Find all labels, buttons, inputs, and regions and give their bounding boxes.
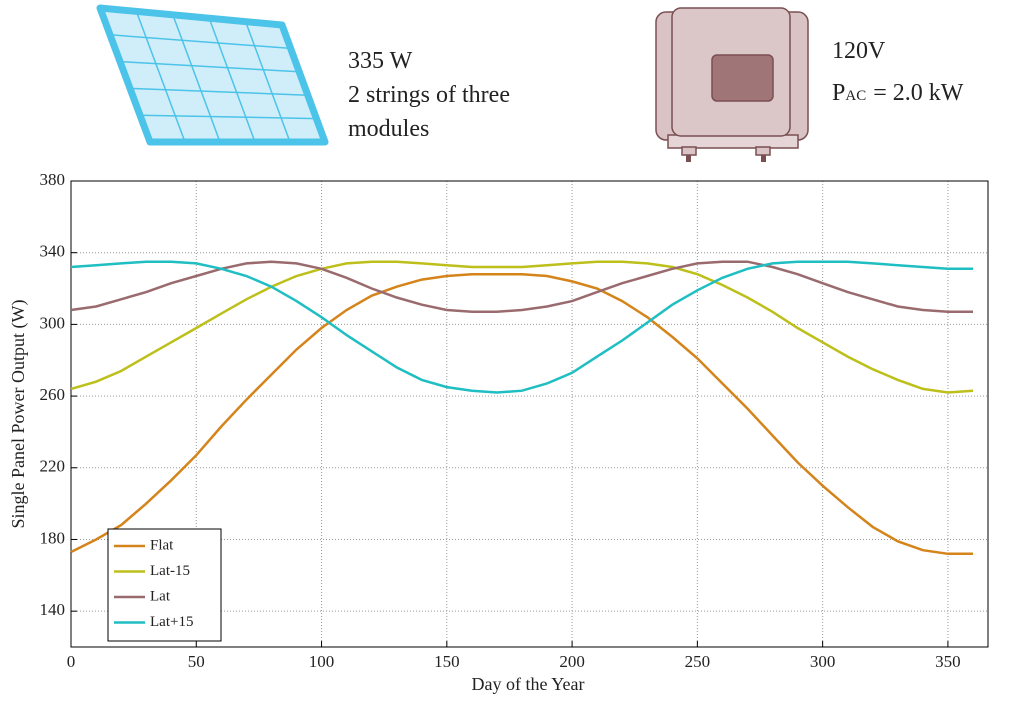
panel-grid	[208, 17, 256, 143]
x-tick-label: 300	[810, 652, 836, 671]
y-tick-label: 180	[40, 528, 66, 547]
x-tick-label: 350	[935, 652, 961, 671]
panel-frame	[96, 4, 329, 146]
inverter-power: PAC = 2.0 kW	[832, 80, 964, 106]
panel-power: 335 W	[348, 48, 413, 74]
inverter-pin	[761, 155, 766, 162]
y-tick-label: 140	[40, 600, 66, 619]
inverter-foot	[681, 146, 697, 156]
y-axis-label: Single Panel Power Output (W)	[8, 300, 29, 529]
inverter-pin	[686, 155, 691, 162]
x-tick-label: 0	[67, 652, 76, 671]
panel-grid	[244, 21, 291, 143]
inverter-foot	[755, 146, 771, 156]
y-tick-label: 220	[40, 457, 66, 476]
series-line	[70, 260, 974, 394]
inverter-voltage: 120V	[832, 38, 886, 64]
panel-grid	[172, 14, 221, 143]
power-subscript: AC	[845, 88, 866, 104]
inverter-window	[711, 54, 774, 102]
y-tick-label: 340	[40, 242, 66, 261]
y-tick-label: 380	[40, 170, 66, 189]
panel-grid	[129, 87, 308, 96]
solar-panel-icon	[96, 4, 329, 146]
legend-label: Lat	[150, 588, 171, 604]
power-symbol: P	[832, 80, 845, 106]
panel-modules: modules	[348, 116, 429, 142]
x-axis-label: Day of the Year	[472, 674, 585, 694]
y-tick-label: 260	[40, 385, 66, 404]
panel-grid	[109, 34, 291, 50]
plot-frame	[70, 180, 989, 648]
panel-grid	[139, 114, 317, 120]
power-value: = 2.0 kW	[873, 80, 964, 106]
panel-grid	[119, 60, 300, 73]
x-tick-label: 150	[434, 652, 460, 671]
x-tick-label: 50	[188, 652, 205, 671]
legend-label: Flat	[150, 537, 174, 553]
legend-label: Lat+15	[150, 614, 193, 630]
inverter-icon	[655, 7, 809, 162]
x-tick-label: 250	[685, 652, 711, 671]
series-line	[70, 272, 973, 556]
series-line	[70, 260, 973, 314]
panel-strings: 2 strings of three	[348, 82, 510, 108]
x-tick-label: 200	[559, 652, 585, 671]
y-tick-label: 300	[40, 313, 66, 332]
series-line	[70, 260, 973, 394]
x-tick-label: 100	[309, 652, 335, 671]
inverter-base	[667, 134, 799, 149]
panel-grid	[135, 11, 186, 143]
legend-label: Lat-15	[150, 563, 190, 579]
